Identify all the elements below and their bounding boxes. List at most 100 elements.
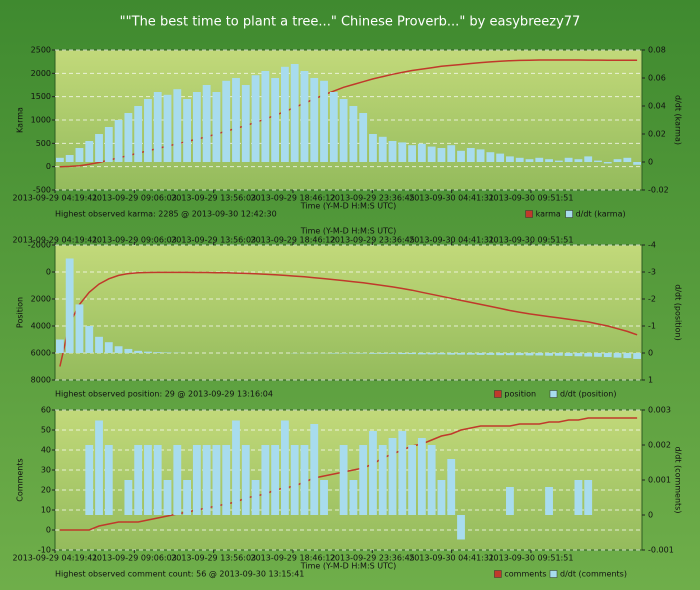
bar xyxy=(163,480,172,515)
bar xyxy=(251,480,260,515)
bar xyxy=(55,339,64,353)
bar xyxy=(584,480,593,515)
bar xyxy=(163,94,172,162)
bar xyxy=(545,353,553,356)
y2-tick-label: 1 xyxy=(648,376,653,385)
bar xyxy=(222,445,231,515)
bar xyxy=(506,156,514,162)
bar xyxy=(545,159,553,162)
x-tick-label: 2013-09-29 04:19:41 xyxy=(13,194,98,203)
legend-swatch xyxy=(565,210,573,218)
x-tick-label: 2013-09-30 04:41:31 xyxy=(409,236,494,245)
bar xyxy=(124,113,133,162)
bar xyxy=(114,120,123,162)
y-tick-label: 30 xyxy=(41,466,51,475)
y2-tick-label: -1 xyxy=(648,322,656,331)
bar xyxy=(623,157,632,162)
x-tick-label: 2013-09-29 09:06:03 xyxy=(92,194,177,203)
y2-tick-label: -0.001 xyxy=(648,546,674,555)
bar xyxy=(261,445,270,515)
legend-label: comments xyxy=(504,570,546,579)
y-tick-label: 8000 xyxy=(31,376,51,385)
bar xyxy=(437,353,446,355)
bar xyxy=(222,80,231,162)
bar xyxy=(594,160,602,162)
bar xyxy=(65,155,74,162)
x-tick-label: 2013-09-30 09:51:51 xyxy=(488,194,573,203)
y2-tick-label: 0.02 xyxy=(648,130,666,139)
bar xyxy=(85,141,94,162)
y-tick-label: -10 xyxy=(38,546,51,555)
bar xyxy=(427,353,436,355)
bar xyxy=(457,515,465,540)
x-tick-label: 2013-09-30 09:51:51 xyxy=(488,236,573,245)
bar xyxy=(447,353,456,355)
bar xyxy=(388,353,397,354)
bar xyxy=(408,145,417,162)
bar xyxy=(329,353,338,354)
bar xyxy=(95,420,103,515)
x-tick-label: 2013-09-29 04:19:41 xyxy=(13,236,98,245)
y-tick-label: 1000 xyxy=(31,116,51,125)
bar xyxy=(339,99,348,162)
bar xyxy=(613,159,622,162)
bar xyxy=(466,353,475,355)
bar xyxy=(457,353,465,355)
bar xyxy=(447,145,456,162)
bar xyxy=(584,156,593,162)
bar xyxy=(564,157,573,162)
bar xyxy=(261,71,270,162)
y2-axis-label: d/dt (position) xyxy=(674,284,683,340)
bar xyxy=(320,80,328,162)
bar xyxy=(290,445,299,515)
bar xyxy=(339,353,348,354)
y-tick-label: 1500 xyxy=(31,92,51,101)
bar xyxy=(339,445,348,515)
legend-swatch xyxy=(549,570,558,578)
bar xyxy=(427,146,436,162)
bar xyxy=(134,350,143,353)
bar xyxy=(95,336,103,353)
bar xyxy=(466,148,475,162)
bar xyxy=(349,353,358,354)
line xyxy=(59,417,638,531)
legend-label: d/dt (karma) xyxy=(576,210,626,219)
bar xyxy=(349,480,358,515)
x-axis-label: Time (Y-M-D H:M:S UTC) xyxy=(300,227,396,236)
bar xyxy=(124,480,133,515)
bar xyxy=(613,353,622,358)
y-axis-label: Karma xyxy=(16,107,25,133)
bar xyxy=(525,159,534,162)
x-tick-label: 2013-09-30 04:41:31 xyxy=(409,194,494,203)
x-tick-label: 2013-09-30 04:41:31 xyxy=(409,554,494,563)
bar xyxy=(594,353,602,357)
bar xyxy=(584,353,593,357)
bar xyxy=(633,353,642,359)
bar xyxy=(329,92,338,162)
bar xyxy=(183,480,191,515)
plot-area xyxy=(54,49,643,191)
bar xyxy=(104,342,113,353)
bar xyxy=(574,480,583,515)
bar xyxy=(153,92,162,162)
y-tick-label: 10 xyxy=(41,506,51,515)
bar xyxy=(212,445,221,515)
bar xyxy=(398,353,407,355)
bar xyxy=(574,159,583,162)
bar xyxy=(417,143,426,162)
x-tick-label: 2013-09-29 09:06:03 xyxy=(92,236,177,245)
y-tick-label: -2000 xyxy=(28,241,51,250)
bar xyxy=(310,78,319,162)
y-tick-label: 2000 xyxy=(31,295,51,304)
bar xyxy=(564,353,573,356)
bar xyxy=(369,431,377,515)
bar xyxy=(417,353,426,355)
plot-area xyxy=(54,409,643,551)
bar xyxy=(437,480,446,515)
bar xyxy=(369,134,377,162)
legend-label: d/dt (position) xyxy=(560,390,616,399)
bar xyxy=(398,431,407,515)
line xyxy=(59,271,638,367)
bar xyxy=(144,351,152,353)
bar xyxy=(378,353,387,354)
